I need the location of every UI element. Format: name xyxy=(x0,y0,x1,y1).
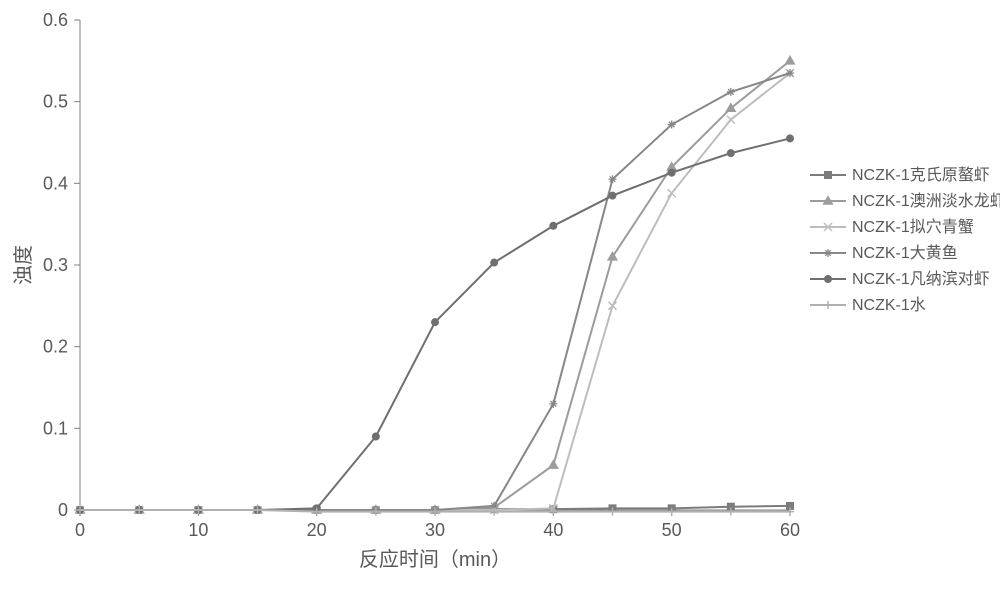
svg-text:30: 30 xyxy=(425,520,445,540)
legend-label: NCZK-1水 xyxy=(852,296,926,314)
svg-text:0.4: 0.4 xyxy=(43,173,68,193)
svg-text:0.6: 0.6 xyxy=(43,10,68,30)
svg-text:0.1: 0.1 xyxy=(43,418,68,438)
chart-container: 0 10 20 30 40 50 60 0 0.1 0.2 0.3 0.4 0.5 0.6 反应时间（min… xyxy=(0,0,1000,589)
svg-text:0: 0 xyxy=(58,500,68,520)
y-axis-label: 浊度 xyxy=(12,245,35,285)
svg-text:0.3: 0.3 xyxy=(43,255,68,275)
series-1 xyxy=(75,56,794,513)
series-4 xyxy=(77,135,794,514)
svg-text:10: 10 xyxy=(188,520,208,540)
series-2 xyxy=(76,69,794,514)
svg-text:50: 50 xyxy=(662,520,682,540)
legend-label: NCZK-1克氏原螯虾 xyxy=(852,166,990,184)
svg-text:0: 0 xyxy=(75,520,85,540)
svg-text:20: 20 xyxy=(307,520,327,540)
line-chart: 0 10 20 30 40 50 60 0 0.1 0.2 0.3 0.4 0.5 0.6 反应时间（min… xyxy=(0,0,1000,589)
x-axis-label: 反应时间（min） xyxy=(359,548,511,571)
legend-label: NCZK-1澳洲淡水龙虾 xyxy=(852,192,1000,210)
series-3 xyxy=(76,69,794,514)
svg-text:0.5: 0.5 xyxy=(43,92,68,112)
legend-label: NCZK-1凡纳滨对虾 xyxy=(852,270,990,288)
svg-text:60: 60 xyxy=(780,520,800,540)
svg-text:40: 40 xyxy=(543,520,563,540)
legend-label: NCZK-1大黄鱼 xyxy=(852,244,958,262)
legend-label: NCZK-1拟穴青蟹 xyxy=(852,218,974,236)
svg-text:0.2: 0.2 xyxy=(43,337,68,357)
legend: NCZK-1克氏原螯虾 NCZK-1澳洲淡水龙虾 NCZK-1拟穴青蟹 NCZK-1大… xyxy=(810,166,1000,314)
